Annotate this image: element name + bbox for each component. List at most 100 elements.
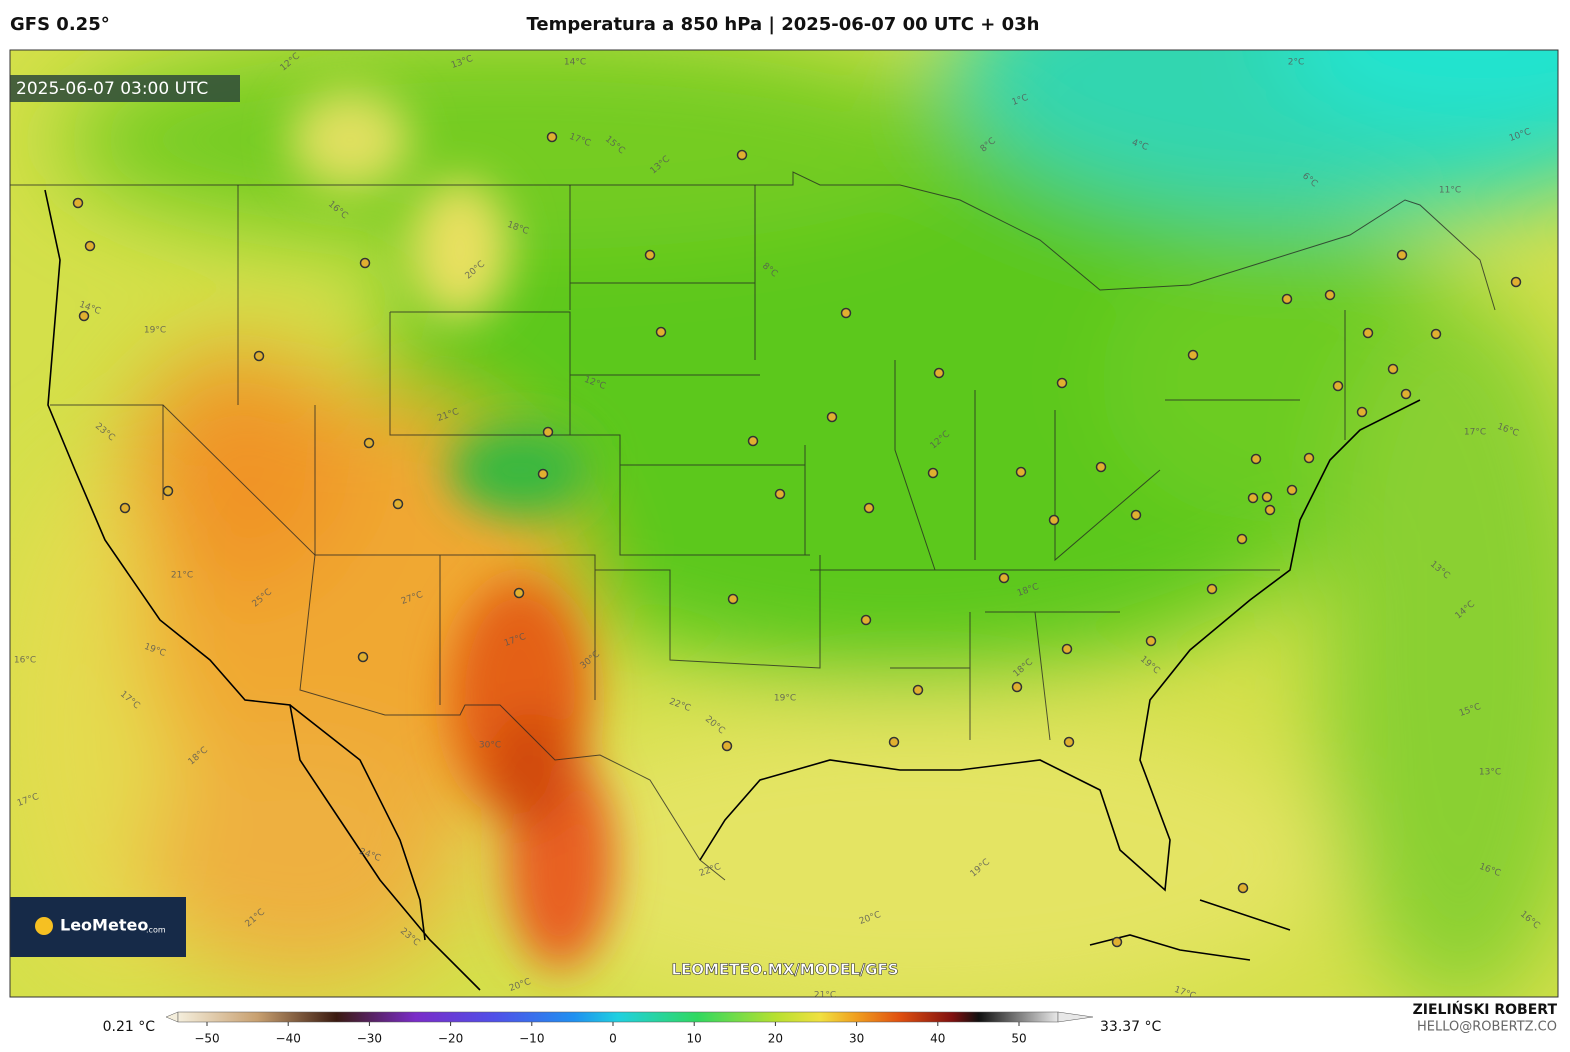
city-marker	[721, 740, 733, 752]
contour-label: 13°C	[1479, 768, 1501, 778]
map-title: Temperatura a 850 hPa | 2025-06-07 00 UT…	[526, 14, 1039, 35]
city-marker	[1303, 452, 1315, 464]
model-label: GFS 0.25°	[10, 14, 110, 35]
colorbar-tick-label: −40	[276, 1032, 301, 1046]
colorbar-extend-high	[1057, 1011, 1094, 1023]
map-frame	[9, 49, 1559, 998]
city-marker	[1387, 363, 1399, 375]
city-marker	[1250, 453, 1262, 465]
city-marker	[998, 572, 1010, 584]
timestamp: 2025-06-07 03:00 UTC	[16, 79, 208, 99]
colorbar-scale	[177, 1011, 1059, 1023]
contour-label: 19°C	[774, 694, 796, 704]
colorbar-extend-low	[165, 1011, 179, 1023]
temperature-core	[290, 90, 615, 970]
author: ZIELIŃSKI ROBERT	[1413, 1000, 1558, 1018]
city-marker	[537, 468, 549, 480]
city-marker	[727, 593, 739, 605]
borders	[10, 171, 1496, 881]
contour-label: 19°C	[144, 326, 166, 336]
city-marker	[736, 149, 748, 161]
colorbar-tick-label: 50	[1011, 1032, 1026, 1046]
city-marker	[359, 257, 371, 269]
city-marker	[84, 240, 96, 252]
contour-label: 17°C	[1464, 428, 1486, 438]
city-marker	[1510, 276, 1522, 288]
city-marker	[888, 736, 900, 748]
contour-label: 16°C	[14, 656, 36, 666]
city-marker	[747, 435, 759, 447]
city-marker	[162, 485, 174, 497]
city-marker	[655, 326, 667, 338]
email: HELLO@ROBERTZ.CO	[1417, 1020, 1557, 1035]
city-marker	[1430, 328, 1442, 340]
city-marker	[1056, 377, 1068, 389]
city-marker	[72, 197, 84, 209]
coastline	[44, 189, 1421, 991]
city-marker	[1332, 380, 1344, 392]
colorbar-tick-label: −20	[438, 1032, 463, 1046]
city-marker	[542, 426, 554, 438]
colorbar: −50 −40 −30 −20 −10 0 10 20 30 40 50	[165, 1011, 1094, 1046]
logo-text: LeoMeteo	[60, 916, 148, 935]
temperature-field	[10, 50, 1558, 997]
city-marker	[1206, 583, 1218, 595]
city-marker	[860, 614, 872, 626]
colorbar-tick-label: −10	[519, 1032, 544, 1046]
timestamp-box	[10, 75, 240, 102]
city-marker	[392, 498, 404, 510]
city-marker	[78, 310, 90, 322]
contour-label: 14°C	[564, 58, 586, 68]
city-marker	[1356, 406, 1368, 418]
city-marker	[1015, 466, 1027, 478]
city-marker	[1324, 289, 1336, 301]
city-marker	[119, 502, 131, 514]
city-marker	[1396, 249, 1408, 261]
colorbar-tick-label: −50	[194, 1032, 219, 1046]
city-marker	[357, 651, 369, 663]
contour-label: 30°C	[479, 741, 501, 751]
city-marker	[1247, 492, 1259, 504]
city-marker	[1145, 635, 1157, 647]
colorbar-tick-label: 10	[687, 1032, 702, 1046]
city-marker	[774, 488, 786, 500]
cities	[72, 131, 1522, 948]
city-marker	[644, 249, 656, 261]
contour-label: 2°C	[1288, 58, 1305, 68]
city-marker	[1011, 681, 1023, 693]
contour-label: 11°C	[1439, 186, 1461, 196]
city-marker	[253, 350, 265, 362]
city-marker	[1362, 327, 1374, 339]
city-marker	[1286, 484, 1298, 496]
city-marker	[840, 307, 852, 319]
city-marker	[1187, 349, 1199, 361]
city-marker	[1400, 388, 1412, 400]
city-marker	[546, 131, 558, 143]
colorbar-tick-label: 0	[609, 1032, 617, 1046]
city-marker	[1048, 514, 1060, 526]
city-marker	[927, 467, 939, 479]
city-marker	[933, 367, 945, 379]
city-marker	[1095, 461, 1107, 473]
city-marker	[1281, 293, 1293, 305]
contour-label: 21°C	[171, 571, 193, 581]
logo-domain: .com	[146, 926, 166, 935]
city-marker	[363, 437, 375, 449]
city-marker	[1236, 533, 1248, 545]
city-marker	[1130, 509, 1142, 521]
city-marker	[1111, 936, 1123, 948]
colorbar-tick-label: 20	[768, 1032, 783, 1046]
city-marker	[1063, 736, 1075, 748]
city-marker	[1061, 643, 1073, 655]
contour-label: 21°C	[814, 991, 836, 1001]
logo-sun	[35, 917, 53, 935]
city-marker	[912, 684, 924, 696]
city-marker	[1261, 491, 1273, 503]
city-marker	[863, 502, 875, 514]
watermark: LEOMETEO.MX/MODEL/GFS	[671, 961, 898, 979]
colorbar-tick-label: 30	[849, 1032, 864, 1046]
map: 12°C 13°C 14°C17°C 15°C13°C1°C2°C4°C6°C8°C1…	[10, 50, 1558, 1001]
city-marker	[513, 587, 525, 599]
colorbar-max: 33.37 °C	[1100, 1019, 1162, 1035]
